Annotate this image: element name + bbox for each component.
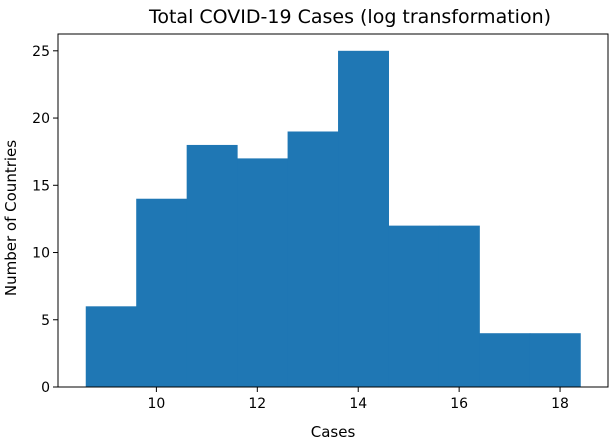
y-tick-label: 10: [32, 246, 50, 262]
x-tick-label: 14: [349, 396, 367, 412]
histogram-bar: [237, 158, 289, 387]
histogram-bar: [136, 198, 188, 387]
plot-frame: [57, 33, 609, 388]
histogram-bar: [338, 50, 390, 388]
histogram-bar: [529, 333, 581, 387]
x-tick-label: 16: [450, 396, 468, 412]
x-tick-label: 12: [248, 396, 266, 412]
y-tick-label: 15: [32, 178, 50, 194]
y-tick-label: 5: [41, 313, 50, 329]
axis-ticks: 10 12 14 16 18 0 5 10 15 20 25: [32, 44, 569, 412]
y-tick-label: 0: [41, 380, 50, 396]
chart-title: Total COVID-19 Cases (log transformation…: [148, 6, 551, 28]
histogram-bar: [85, 306, 137, 387]
y-axis-label: Number of Countries: [2, 140, 20, 296]
x-tick-label: 10: [147, 396, 165, 412]
y-tick-label: 20: [32, 111, 50, 127]
histogram-bar: [388, 225, 440, 387]
y-tick-label: 25: [32, 44, 50, 60]
histogram-bar: [186, 144, 238, 387]
histogram-bar: [438, 225, 480, 387]
histogram-bar: [479, 333, 531, 387]
histogram-bars: [85, 50, 581, 388]
x-axis-label: Cases: [311, 423, 356, 441]
histogram-bar: [287, 131, 339, 387]
x-tick-label: 18: [551, 396, 569, 412]
